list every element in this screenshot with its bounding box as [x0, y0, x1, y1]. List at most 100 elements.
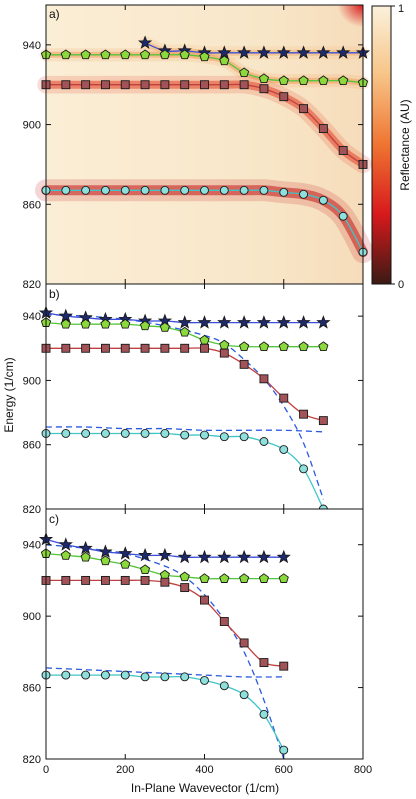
panel-b-circle-point — [81, 429, 91, 438]
panel-c-ytick-label: 820 — [23, 754, 41, 766]
panel-a-square-point — [318, 124, 328, 134]
panel-b-pentagon-point — [60, 318, 71, 329]
panel-b-square-point — [200, 343, 209, 353]
panel-b-square-point — [318, 416, 328, 426]
panel-b-square-point — [160, 343, 170, 353]
panel-a-ytick-label: 900 — [23, 120, 41, 132]
panel-a-square-point — [219, 80, 229, 90]
panel-a-square-point — [279, 92, 289, 102]
panel-c-square-point — [140, 575, 150, 585]
panel-c-pentagon-point — [120, 559, 131, 569]
panel-a-circle-point — [120, 185, 130, 195]
panel-a-circle-point — [338, 211, 348, 221]
panel-b-pentagon-point — [80, 318, 91, 329]
panel-a-ytick-label: 940 — [23, 40, 41, 52]
panel-c-circle-point — [200, 675, 209, 685]
panel-b-pentagon-point — [179, 326, 190, 337]
panel-a-circle-point — [100, 185, 110, 195]
panel-a-star-point — [236, 45, 252, 59]
panel-b-star-point — [177, 315, 192, 329]
panel-a-star-point — [256, 45, 272, 59]
panel-a-pentagon-point — [179, 49, 190, 60]
panel-b-pentagon-point — [258, 341, 270, 352]
panel-c-square-point — [259, 658, 269, 668]
panel-b-square-point — [279, 393, 289, 403]
panel-b-square-point — [81, 343, 91, 353]
panel-b-dashed-curve-0 — [45, 426, 324, 433]
panel-c-square-point — [200, 595, 209, 605]
panel-b-circle-point — [239, 432, 249, 442]
panel-c-circle-point — [100, 670, 110, 680]
panel-a-circle-point — [200, 185, 209, 195]
panel-b-pentagon-point — [100, 318, 111, 329]
panel-b-square-point — [100, 343, 110, 353]
panel-a-star-point — [316, 45, 331, 59]
xtick-label: 800 — [354, 764, 372, 776]
panel-a-star-point — [137, 35, 153, 49]
panel-a-square-point — [299, 104, 309, 114]
panel-b-circle-point — [200, 430, 209, 440]
panel-b-ytick-label: 820 — [23, 504, 41, 516]
panel-label-b: b) — [49, 287, 60, 301]
panel-c-pentagon-point — [80, 551, 91, 562]
panel-c-circle-point — [239, 690, 249, 700]
panel-c-star-point — [217, 549, 232, 564]
panel-c-ytick-label: 860 — [23, 683, 41, 695]
panel-a-circle-point — [299, 189, 309, 199]
panel-a-star-point — [336, 45, 351, 59]
panel-b-circle-point — [219, 432, 229, 442]
panel-b-square-point — [219, 348, 229, 358]
panel-c-circle-point — [160, 672, 170, 682]
panel-a-star-point — [217, 45, 232, 59]
xtick-label: 400 — [195, 764, 213, 776]
panel-b-star-point — [276, 315, 291, 329]
panel-b-circle-point — [180, 430, 190, 440]
panel-a-star-point — [276, 45, 291, 59]
panel-c-star-point — [276, 549, 291, 564]
panel-c-circle-point — [180, 672, 190, 682]
panel-a-square-point — [61, 80, 71, 90]
panel-c-star-point — [137, 547, 153, 562]
xtick-label: 0 — [43, 764, 49, 776]
panel-a-circle-point — [239, 185, 249, 195]
panel-c-star-point — [256, 549, 272, 564]
panel-b-pentagon-point — [239, 341, 250, 352]
panel-b-star-point — [256, 315, 272, 329]
panel-a-circle-point — [61, 185, 71, 195]
panel-b-circle-point — [259, 437, 269, 446]
panel-b-ytick-label: 940 — [23, 311, 41, 323]
panel-c-square-point — [180, 583, 190, 593]
panel-a-pentagon-point — [258, 73, 270, 84]
panel-c-square-point — [61, 575, 71, 585]
panel-a-circle-point — [160, 185, 170, 195]
panel-a-pentagon-point — [338, 75, 349, 86]
y-axis-title: Energy (1/cm) — [2, 357, 16, 432]
panel-c-square-point — [81, 575, 91, 585]
panel-a-circle-point — [318, 195, 328, 205]
panel-a-circle-point — [259, 185, 269, 195]
panel-c-circle-point — [279, 745, 289, 755]
colorbar-tick-label-bottom: 0 — [398, 279, 404, 291]
panel-a-ytick-label: 860 — [23, 199, 41, 211]
panel-b-pentagon-point — [298, 341, 309, 352]
panel-c-pentagon-point — [219, 573, 230, 583]
panel-a-square-point — [160, 80, 170, 90]
panel-c-circle-point — [140, 672, 150, 682]
panel-c-star-point — [236, 549, 252, 564]
panel-a-pentagon-point — [278, 75, 289, 86]
xtick-label: 600 — [275, 764, 293, 776]
panel-c-pentagon-point — [100, 555, 111, 566]
panel-b-pentagon-point — [120, 318, 131, 329]
axes-text: 820 860 900 940 820 860 900 940 820 860 900 940 0 200… — [23, 5, 372, 776]
panel-c-pentagon-point — [139, 564, 151, 575]
panel-a-pentagon-point — [318, 75, 329, 86]
panel-a-square-point — [180, 80, 190, 90]
panel-b-ytick-label: 860 — [23, 440, 41, 452]
panel-a-pentagon-point — [60, 49, 71, 60]
panel-c-dashed-curve-1 — [45, 544, 285, 760]
panel-b-pentagon-point — [159, 322, 170, 332]
panel-a-pentagon-point — [139, 49, 151, 60]
panel-c-circle-point — [219, 681, 229, 691]
panel-c-plot — [38, 531, 291, 760]
